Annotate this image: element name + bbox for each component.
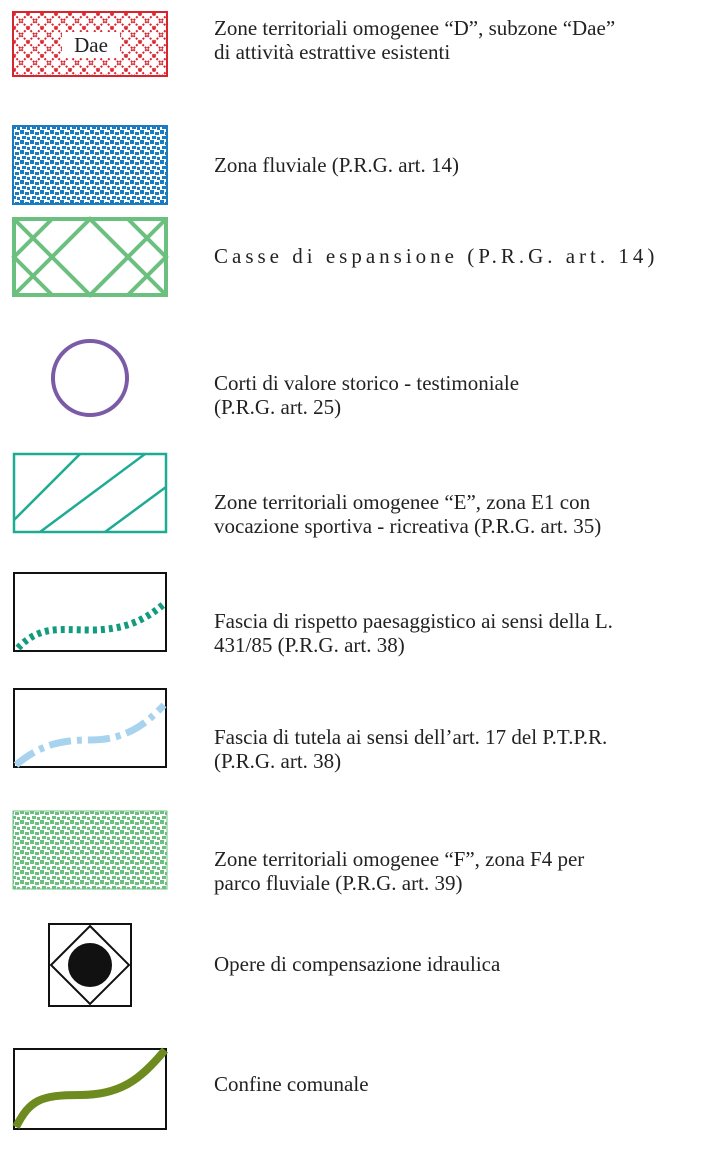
legend-text: Casse di espansione (P.R.G. art. 14): [214, 244, 658, 268]
symbol-dae: Dae: [12, 11, 168, 77]
legend-text: parco fluviale (P.R.G. art. 39): [214, 871, 462, 895]
symbol-compensazione: [48, 923, 132, 1007]
legend-text: Zone territoriali omogenee “E”, zona E1 …: [214, 490, 591, 514]
legend-text: (P.R.G. art. 25): [214, 395, 341, 419]
symbol-fluviale: [12, 125, 168, 205]
symbol-corti: [51, 339, 129, 417]
legend-text: Zone territoriali omogenee “D”, subzone …: [214, 16, 615, 40]
legend-text: (P.R.G. art. 38): [214, 749, 341, 773]
legend-text: vocazione sportiva - ricreativa (P.R.G. …: [214, 514, 601, 538]
legend-text: Corti di valore storico - testimoniale: [214, 371, 519, 395]
legend-text: Zona fluviale (P.R.G. art. 14): [214, 153, 459, 177]
symbol-casse: [11, 216, 169, 298]
symbol-confine: [12, 1047, 169, 1130]
legend-text: Fascia di tutela ai sensi dell’art. 17 d…: [214, 725, 607, 749]
legend-text: 431/85 (P.R.G. art. 38): [214, 633, 405, 657]
symbol-label: Dae: [74, 33, 108, 57]
symbol-tutela: [13, 688, 167, 768]
symbol-f4: [12, 810, 168, 890]
symbol-rispetto: [13, 572, 167, 652]
legend-text: Confine comunale: [214, 1072, 369, 1096]
legend-text: Fascia di rispetto paesaggistico ai sens…: [214, 609, 613, 633]
legend-text: Zone territoriali omogenee “F”, zona F4 …: [214, 847, 584, 871]
legend-text: di attività estrattive esistenti: [214, 40, 450, 64]
legend-text: Opere di compensazione idraulica: [214, 952, 501, 976]
symbol-e1: [12, 452, 168, 534]
